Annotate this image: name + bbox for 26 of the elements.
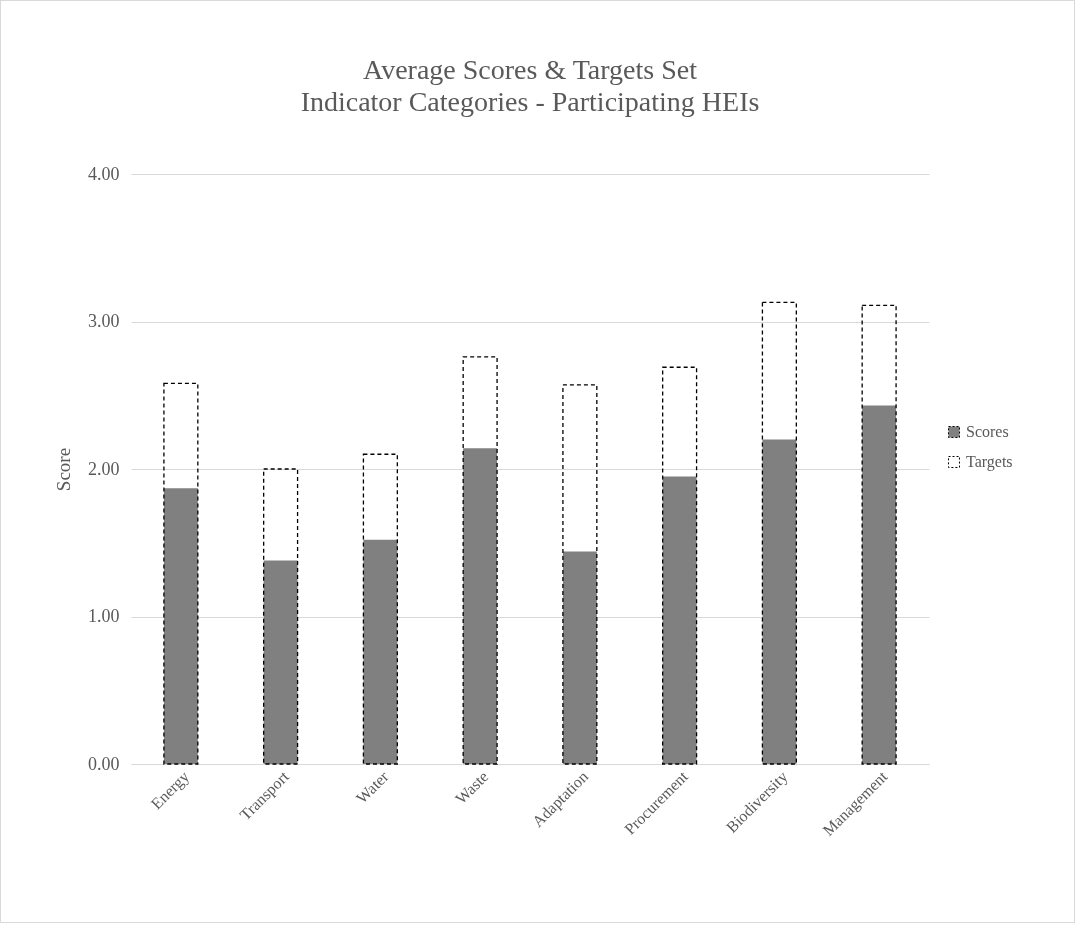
bar	[562, 551, 597, 764]
bar	[562, 384, 598, 765]
bar	[263, 468, 299, 765]
y-tick-label: 0.00	[88, 753, 120, 774]
bar	[463, 448, 498, 764]
bar	[462, 356, 498, 765]
legend-label: Targets	[966, 453, 1013, 471]
bar	[163, 382, 199, 765]
bar	[362, 453, 398, 765]
legend-label: Scores	[966, 423, 1009, 440]
y-tick-label: 2.00	[88, 458, 120, 479]
bar	[761, 301, 797, 765]
bar	[861, 304, 897, 765]
bar	[163, 488, 198, 764]
y-tick-label: 1.00	[88, 606, 120, 626]
y-tick-label: 3.00	[88, 311, 120, 331]
bar	[363, 539, 398, 764]
bar	[263, 560, 298, 764]
chart-title: Average Scores & Targets Set	[363, 54, 698, 85]
bar	[662, 476, 697, 764]
chart-subtitle: Indicator Categories - Participating HEIs	[300, 86, 760, 117]
y-tick-label: 4.00	[88, 163, 120, 184]
bar	[662, 366, 698, 765]
bar	[762, 439, 797, 764]
bar	[862, 405, 897, 764]
y-axis-title: Score	[53, 447, 74, 492]
